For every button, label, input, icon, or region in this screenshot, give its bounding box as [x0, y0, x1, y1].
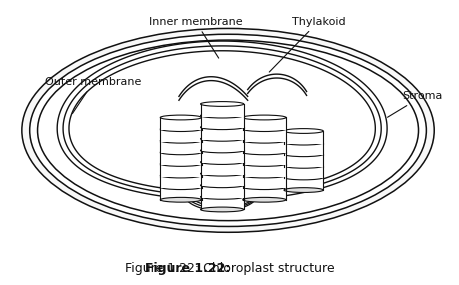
Bar: [200, 150, 243, 163]
Ellipse shape: [160, 150, 201, 155]
Ellipse shape: [38, 40, 418, 221]
Bar: [160, 176, 201, 188]
Ellipse shape: [200, 148, 243, 153]
Ellipse shape: [283, 175, 323, 180]
Bar: [283, 154, 323, 167]
Ellipse shape: [200, 207, 243, 212]
Ellipse shape: [200, 125, 243, 130]
Bar: [242, 164, 285, 176]
Bar: [160, 117, 201, 130]
Bar: [283, 142, 323, 155]
Polygon shape: [57, 41, 386, 200]
Ellipse shape: [242, 198, 285, 202]
Bar: [200, 197, 243, 209]
Ellipse shape: [160, 138, 201, 143]
Bar: [283, 131, 323, 144]
Ellipse shape: [283, 163, 323, 168]
Bar: [200, 116, 243, 128]
Ellipse shape: [242, 138, 285, 143]
Bar: [200, 127, 243, 140]
Ellipse shape: [242, 127, 285, 131]
Ellipse shape: [242, 115, 285, 120]
Bar: [160, 187, 201, 200]
Bar: [242, 152, 285, 165]
Bar: [160, 129, 201, 142]
Bar: [242, 187, 285, 200]
Ellipse shape: [242, 150, 285, 155]
Ellipse shape: [200, 194, 243, 199]
Ellipse shape: [283, 188, 323, 192]
Ellipse shape: [160, 185, 201, 190]
Ellipse shape: [200, 160, 243, 164]
Bar: [242, 141, 285, 153]
Text: Figure 1.22:: Figure 1.22:: [144, 262, 230, 275]
Bar: [242, 117, 285, 130]
Ellipse shape: [200, 183, 243, 188]
Ellipse shape: [242, 173, 285, 178]
Bar: [200, 104, 243, 117]
Bar: [200, 174, 243, 186]
Ellipse shape: [283, 129, 323, 133]
Ellipse shape: [200, 137, 243, 141]
Ellipse shape: [160, 173, 201, 178]
Bar: [200, 139, 243, 151]
Bar: [200, 185, 243, 198]
Text: Inner membrane: Inner membrane: [149, 17, 242, 58]
Ellipse shape: [22, 28, 433, 232]
Ellipse shape: [283, 152, 323, 157]
Ellipse shape: [160, 198, 201, 202]
Bar: [283, 166, 323, 178]
Ellipse shape: [200, 101, 243, 106]
Ellipse shape: [160, 127, 201, 131]
Bar: [160, 152, 201, 165]
Polygon shape: [63, 46, 381, 196]
Ellipse shape: [160, 115, 201, 120]
Ellipse shape: [160, 162, 201, 166]
Text: Outer membrane: Outer membrane: [45, 77, 141, 113]
Text: Figure 1.22: Chloroplast structure: Figure 1.22: Chloroplast structure: [125, 262, 334, 275]
Polygon shape: [69, 51, 375, 192]
Bar: [160, 164, 201, 176]
Text: Stroma: Stroma: [386, 91, 441, 117]
Ellipse shape: [200, 171, 243, 176]
Bar: [242, 176, 285, 188]
Bar: [160, 141, 201, 153]
Bar: [242, 129, 285, 142]
Text: Thylakoid: Thylakoid: [269, 17, 344, 72]
Ellipse shape: [242, 162, 285, 166]
Ellipse shape: [30, 34, 425, 227]
Bar: [283, 178, 323, 190]
Bar: [200, 162, 243, 175]
Ellipse shape: [283, 140, 323, 145]
Ellipse shape: [200, 113, 243, 118]
Ellipse shape: [242, 185, 285, 190]
